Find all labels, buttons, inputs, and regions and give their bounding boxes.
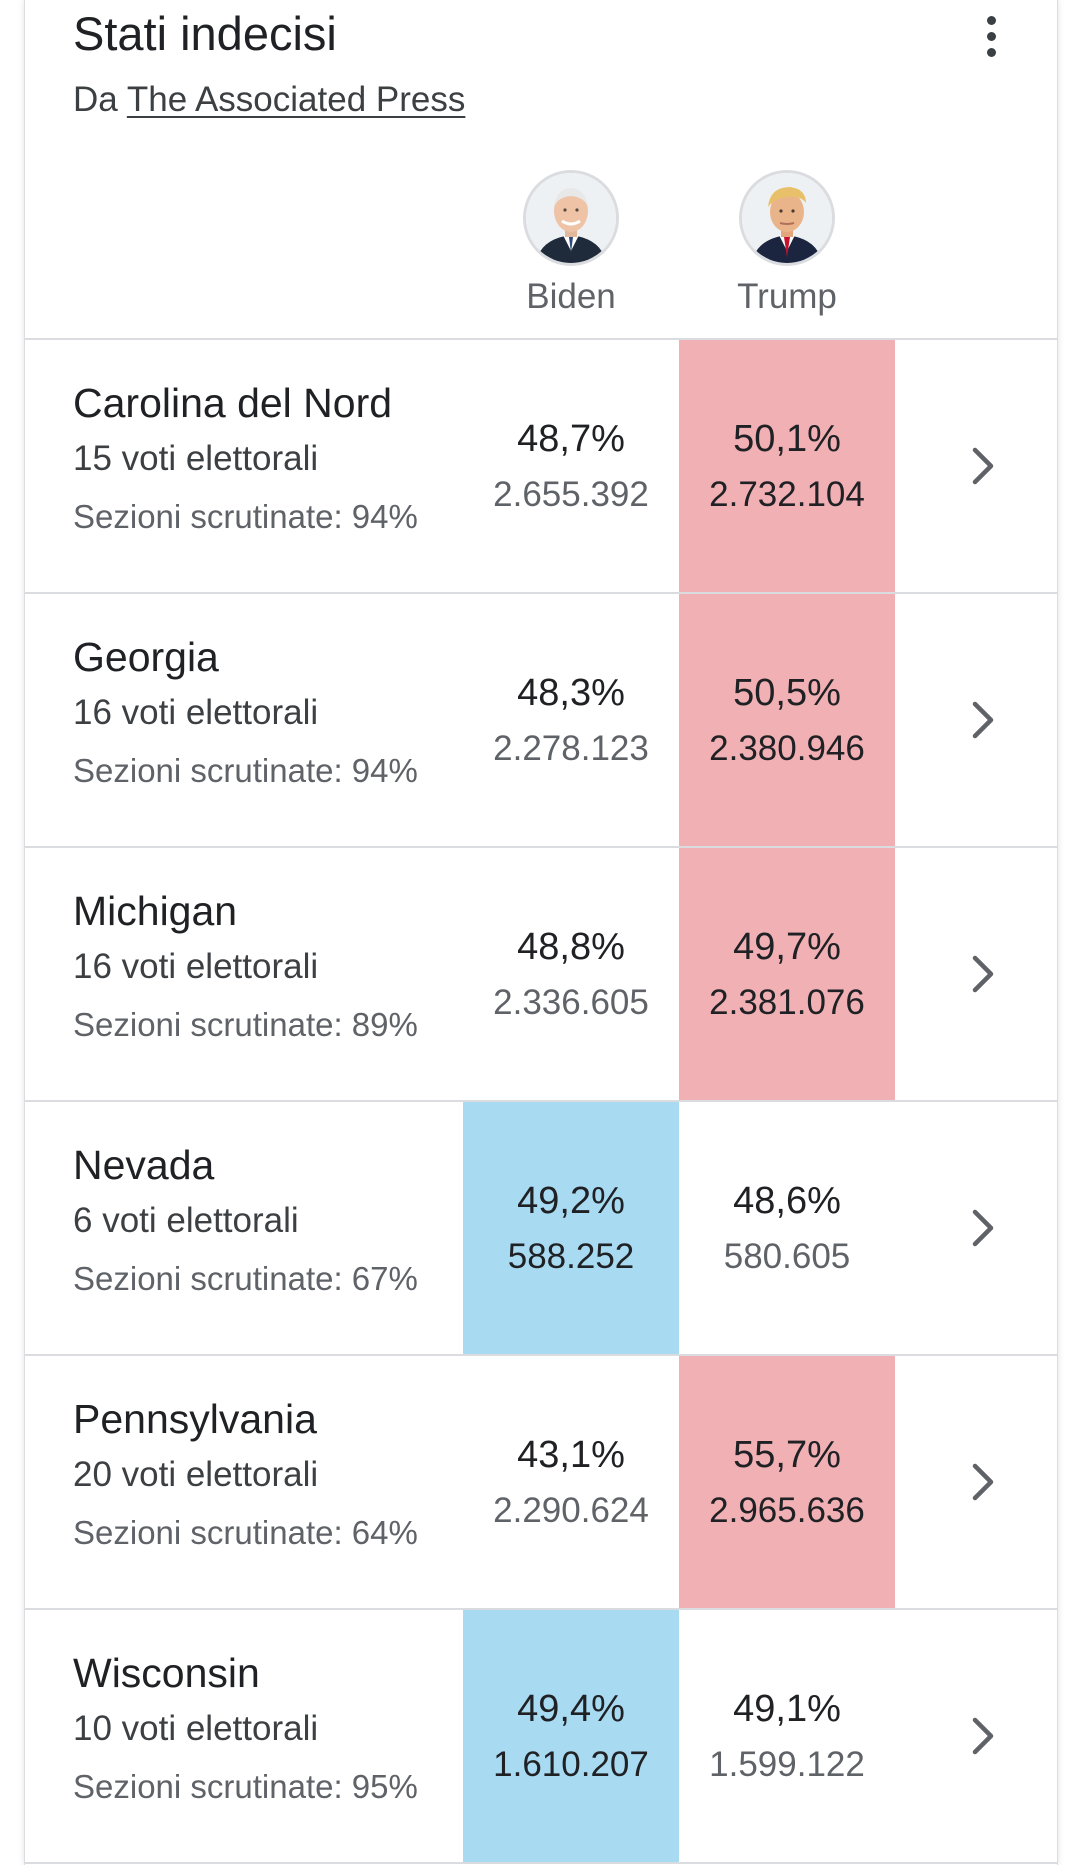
electoral-votes: 16 voti elettorali [73,693,319,732]
chevron-right-icon[interactable] [963,444,1003,488]
swing-states-card: Stati indecisi Da The Associated Press [24,0,1058,1865]
state-name: Pennsylvania [73,1396,317,1442]
trump-votes: 2.732.104 [709,475,865,514]
trump-votes: 2.965.636 [709,1491,865,1530]
source-prefix: Da [73,80,118,119]
trump-percent: 49,7% [733,926,841,968]
electoral-votes: 10 voti elettorali [73,1709,319,1748]
biden-result: 48,7% 2.655.392 [463,340,679,592]
state-info: Wisconsin 10 voti elettorali Sezioni scr… [73,1648,418,1808]
precincts-reported: Sezioni scrutinate: 94% [73,498,418,535]
candidate-header-biden: Biden [463,170,679,340]
state-list: Carolina del Nord 15 voti elettorali Sez… [25,340,1057,1864]
candidate-name-trump: Trump [737,277,837,316]
electoral-votes: 20 voti elettorali [73,1455,319,1494]
biden-percent: 49,4% [517,1688,625,1730]
chevron-right-icon[interactable] [963,698,1003,742]
state-name: Nevada [73,1142,215,1188]
state-info: Georgia 16 voti elettorali Sezioni scrut… [73,632,418,792]
trump-percent: 50,5% [733,672,841,714]
precincts-reported: Sezioni scrutinate: 89% [73,1006,418,1043]
electoral-votes: 6 voti elettorali [73,1201,299,1240]
biden-result: 49,4% 1.610.207 [463,1610,679,1862]
biden-result: 48,3% 2.278.123 [463,594,679,846]
precincts-reported: Sezioni scrutinate: 95% [73,1768,418,1805]
biden-votes: 2.278.123 [493,729,649,768]
biden-result: 49,2% 588.252 [463,1102,679,1354]
source-link[interactable]: The Associated Press [126,80,466,119]
chevron-right-icon[interactable] [963,1206,1003,1250]
trump-votes: 2.380.946 [709,729,865,768]
precincts-reported: Sezioni scrutinate: 67% [73,1260,418,1297]
trump-result: 49,7% 2.381.076 [679,848,895,1100]
state-row-michigan[interactable]: Michigan 16 voti elettorali Sezioni scru… [25,848,1057,1102]
card-title: Stati indecisi [73,7,337,60]
state-name: Wisconsin [73,1650,260,1696]
trump-result: 48,6% 580.605 [679,1102,895,1354]
trump-result: 49,1% 1.599.122 [679,1610,895,1862]
trump-result: 50,1% 2.732.104 [679,340,895,592]
more-vert-icon[interactable] [971,10,1011,62]
biden-votes: 2.290.624 [493,1491,649,1530]
trump-percent: 48,6% [733,1180,841,1222]
state-name: Michigan [73,888,238,934]
trump-percent: 49,1% [733,1688,841,1730]
chevron-right-icon[interactable] [963,1460,1003,1504]
trump-percent: 55,7% [733,1434,841,1476]
candidate-name-biden: Biden [526,277,616,316]
state-info: Michigan 16 voti elettorali Sezioni scru… [73,886,418,1046]
trump-votes: 1.599.122 [709,1745,865,1784]
state-row-nevada[interactable]: Nevada 6 voti elettorali Sezioni scrutin… [25,1102,1057,1356]
state-info: Carolina del Nord 15 voti elettorali Sez… [73,378,418,538]
state-row-pennsylvania[interactable]: Pennsylvania 20 voti elettorali Sezioni … [25,1356,1057,1610]
biden-result: 43,1% 2.290.624 [463,1356,679,1608]
trump-result: 50,5% 2.380.946 [679,594,895,846]
state-row-wisconsin[interactable]: Wisconsin 10 voti elettorali Sezioni scr… [25,1610,1057,1864]
biden-votes: 588.252 [507,1237,635,1276]
biden-votes: 2.336.605 [493,983,649,1022]
biden-avatar [523,170,619,266]
state-row-north-carolina[interactable]: Carolina del Nord 15 voti elettorali Sez… [25,340,1057,594]
candidate-header-trump: Trump [679,170,895,340]
trump-result: 55,7% 2.965.636 [679,1356,895,1608]
menu-dot [986,15,996,25]
biden-votes: 1.610.207 [493,1745,649,1784]
state-row-georgia[interactable]: Georgia 16 voti elettorali Sezioni scrut… [25,594,1057,848]
precincts-reported: Sezioni scrutinate: 94% [73,752,418,789]
biden-percent: 48,8% [517,926,625,968]
trump-percent: 50,1% [733,418,841,460]
menu-dot [986,31,996,41]
chevron-right-icon[interactable] [963,952,1003,996]
state-name: Carolina del Nord [73,380,393,426]
menu-dot [986,47,996,57]
chevron-right-icon[interactable] [963,1714,1003,1758]
biden-votes: 2.655.392 [493,475,649,514]
state-info: Nevada 6 voti elettorali Sezioni scrutin… [73,1140,418,1300]
state-name: Georgia [73,634,219,680]
biden-percent: 49,2% [517,1180,625,1222]
trump-votes: 580.605 [723,1237,851,1276]
trump-votes: 2.381.076 [709,983,865,1022]
header-divider [25,338,1057,340]
biden-result: 48,8% 2.336.605 [463,848,679,1100]
biden-percent: 48,3% [517,672,625,714]
biden-percent: 43,1% [517,1434,625,1476]
precincts-reported: Sezioni scrutinate: 64% [73,1514,418,1551]
state-info: Pennsylvania 20 voti elettorali Sezioni … [73,1394,418,1554]
biden-percent: 48,7% [517,418,625,460]
source-line: Da The Associated Press [73,78,465,122]
trump-avatar [739,170,835,266]
electoral-votes: 16 voti elettorali [73,947,319,986]
electoral-votes: 15 voti elettorali [73,439,319,478]
